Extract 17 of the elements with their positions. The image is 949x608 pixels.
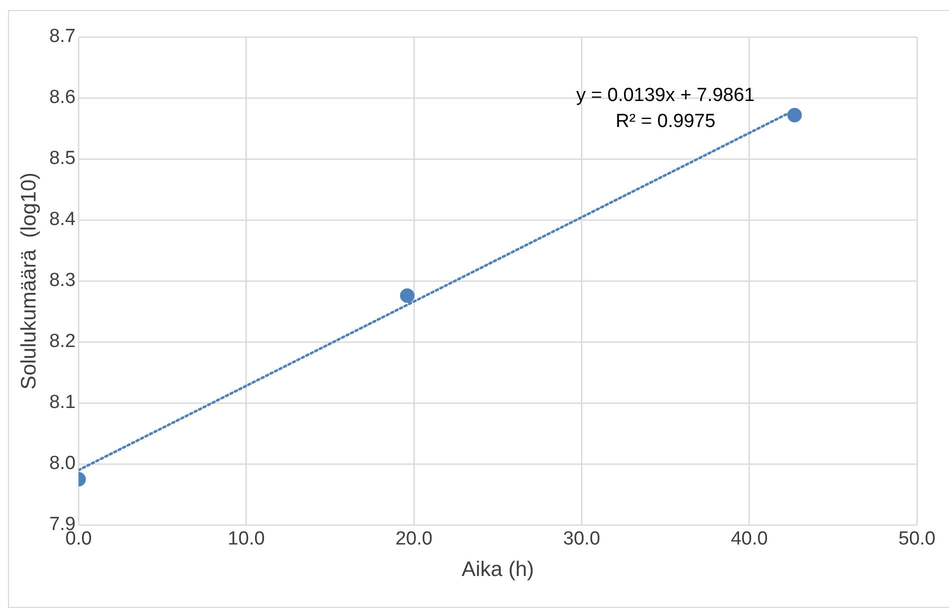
x-tick-label: 50.0 bbox=[898, 528, 936, 550]
y-tick-label: 8.3 bbox=[49, 270, 76, 292]
x-tick-label: 30.0 bbox=[563, 528, 600, 550]
x-tick-label: 40.0 bbox=[730, 528, 768, 550]
y-tick-label: 8.1 bbox=[49, 392, 76, 414]
x-tick-label: 10.0 bbox=[228, 528, 265, 550]
y-tick-label: 8.7 bbox=[49, 26, 76, 48]
y-tick-label: 8.6 bbox=[49, 87, 76, 108]
y-tick-label: 8.2 bbox=[49, 331, 76, 352]
y-tick-label: 8.0 bbox=[49, 453, 76, 474]
x-axis-title: Aika (h) bbox=[462, 558, 534, 582]
y-tick-label: 8.4 bbox=[49, 209, 76, 230]
annotation: R² = 0.9975 bbox=[616, 110, 716, 132]
y-axis-title: Solulukumäärä (log10) bbox=[17, 172, 40, 390]
y-tick-label: 8.5 bbox=[49, 148, 76, 170]
annotation: y = 0.0139x + 7.9861 bbox=[576, 84, 755, 106]
x-tick-label: 20.0 bbox=[395, 528, 432, 550]
